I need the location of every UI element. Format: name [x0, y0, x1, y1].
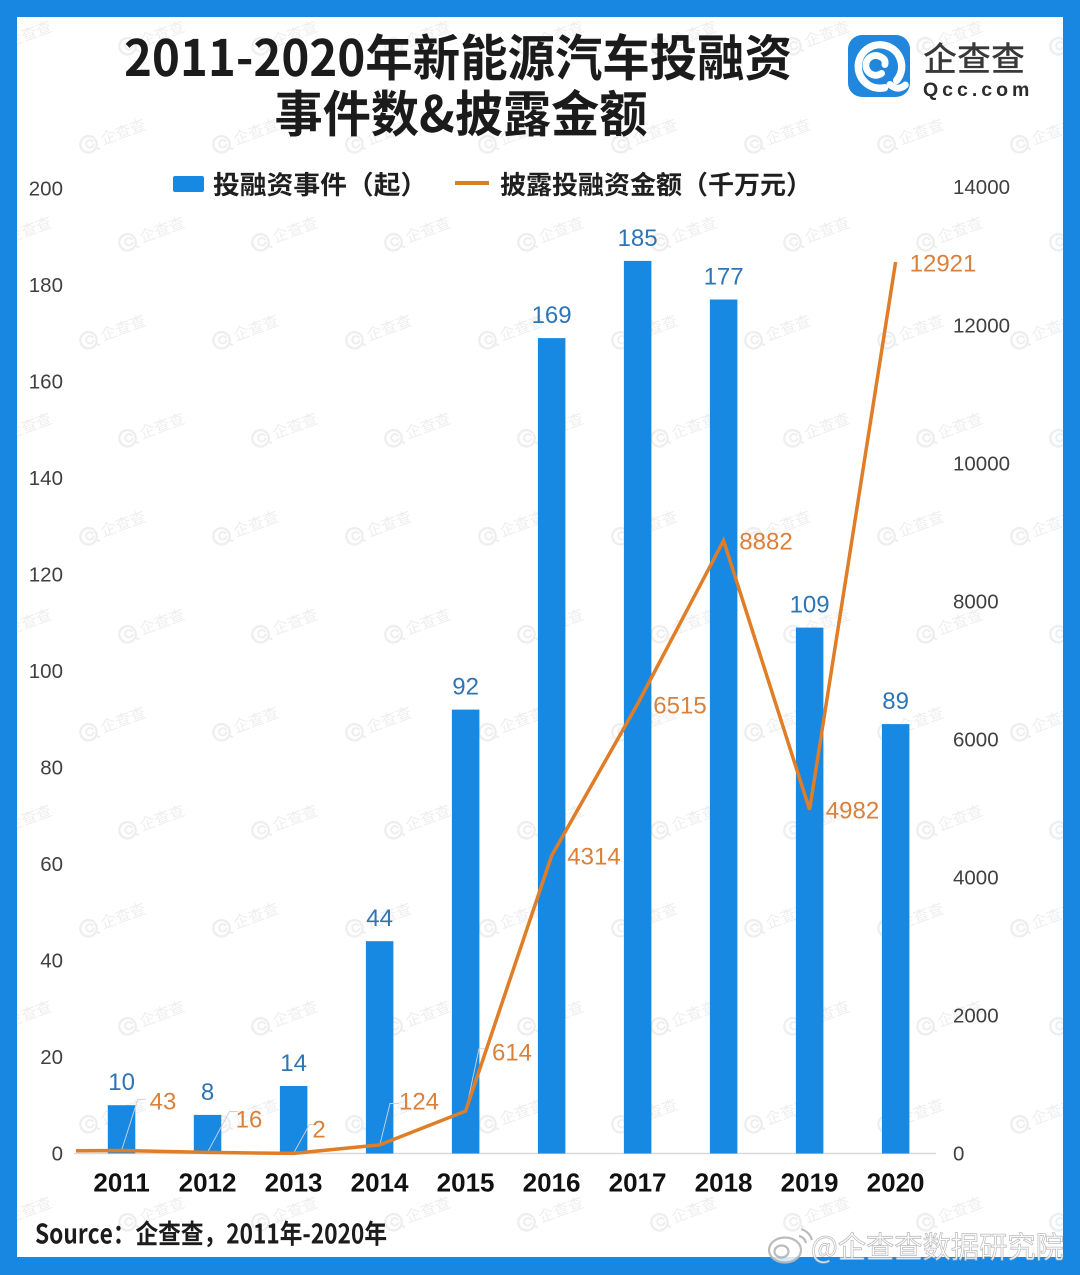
- svg-text:180: 180: [29, 274, 63, 297]
- svg-text:140: 140: [29, 467, 63, 490]
- svg-text:12000: 12000: [953, 314, 1010, 337]
- svg-text:100: 100: [29, 660, 63, 683]
- svg-text:614: 614: [492, 1039, 532, 1066]
- svg-text:160: 160: [29, 371, 63, 394]
- svg-text:89: 89: [882, 688, 909, 715]
- svg-text:6000: 6000: [953, 728, 999, 751]
- svg-text:4982: 4982: [826, 797, 879, 824]
- svg-text:2019: 2019: [781, 1168, 839, 1198]
- svg-text:44: 44: [366, 905, 393, 932]
- svg-text:12921: 12921: [910, 250, 977, 277]
- svg-text:0: 0: [953, 1143, 964, 1166]
- svg-text:109: 109: [790, 592, 830, 619]
- svg-text:20: 20: [40, 1046, 63, 1069]
- svg-text:2018: 2018: [695, 1168, 753, 1198]
- svg-text:14: 14: [280, 1050, 307, 1077]
- svg-text:4000: 4000: [953, 867, 999, 890]
- svg-text:200: 200: [29, 178, 63, 201]
- svg-text:40: 40: [40, 950, 63, 973]
- svg-text:2012: 2012: [179, 1168, 237, 1198]
- svg-text:2016: 2016: [523, 1168, 581, 1198]
- svg-text:8: 8: [201, 1079, 214, 1106]
- svg-text:10000: 10000: [953, 452, 1010, 475]
- svg-text:0: 0: [52, 1143, 63, 1166]
- svg-text:2013: 2013: [265, 1168, 323, 1198]
- svg-text:16: 16: [236, 1106, 263, 1133]
- svg-text:2: 2: [312, 1116, 325, 1143]
- svg-text:6515: 6515: [653, 692, 706, 719]
- svg-text:92: 92: [452, 674, 479, 701]
- svg-text:10: 10: [108, 1069, 135, 1096]
- svg-text:8000: 8000: [953, 590, 999, 613]
- svg-text:2011: 2011: [93, 1168, 149, 1198]
- svg-text:14000: 14000: [953, 176, 1010, 199]
- svg-text:2017: 2017: [609, 1168, 667, 1198]
- svg-text:Qcc.com: Qcc.com: [923, 79, 1033, 101]
- svg-text:4314: 4314: [567, 843, 620, 870]
- svg-text:185: 185: [618, 225, 658, 252]
- svg-text:2015: 2015: [437, 1168, 495, 1198]
- svg-text:8882: 8882: [739, 528, 792, 555]
- svg-text:124: 124: [399, 1088, 439, 1115]
- svg-text:177: 177: [704, 264, 744, 291]
- svg-text:80: 80: [40, 757, 63, 780]
- svg-text:169: 169: [532, 302, 572, 329]
- svg-text:2000: 2000: [953, 1005, 999, 1028]
- svg-text:120: 120: [29, 564, 63, 587]
- svg-text:2020: 2020: [867, 1168, 925, 1198]
- svg-text:43: 43: [150, 1088, 177, 1115]
- svg-text:2014: 2014: [351, 1168, 409, 1198]
- svg-text:60: 60: [40, 853, 63, 876]
